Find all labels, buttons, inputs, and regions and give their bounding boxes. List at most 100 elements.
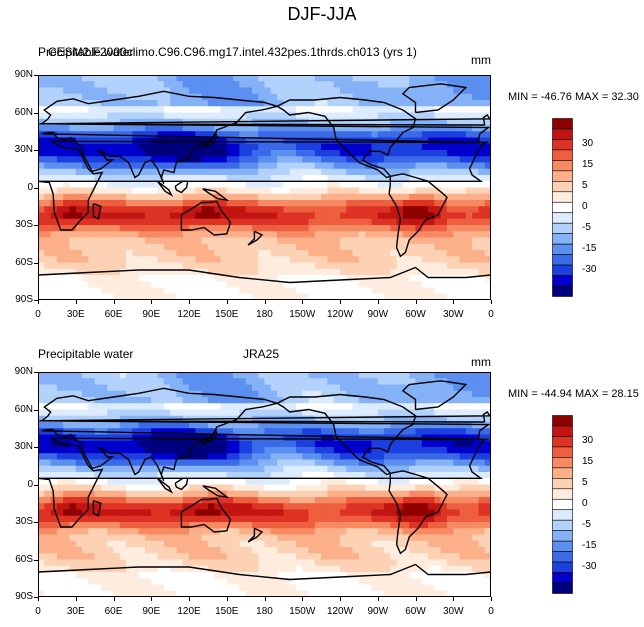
colorbar-swatch — [552, 243, 573, 255]
colorbar-swatch — [552, 425, 573, 437]
colorbar-swatch — [552, 572, 573, 584]
lat-tick-mark — [34, 522, 38, 523]
coastline — [401, 380, 468, 411]
lon-tick-label: 180 — [256, 606, 273, 617]
coastline — [39, 387, 491, 482]
colorbar-swatch — [552, 254, 573, 266]
lat-tick-label: 30S — [15, 219, 33, 230]
lat-tick-label: 30N — [14, 144, 33, 155]
lon-tick-mark — [415, 597, 417, 601]
coastline — [247, 230, 264, 246]
panel-left-text: Precipitable water — [38, 45, 134, 59]
colorbar — [552, 415, 573, 594]
colorbar — [552, 118, 573, 297]
lat-tick-mark — [34, 225, 38, 226]
colorbar-label: 30 — [582, 435, 594, 447]
lon-tick-label: 90E — [142, 606, 161, 617]
lon-tick-mark — [189, 597, 190, 601]
coastline — [156, 477, 174, 494]
colorbar-swatch — [552, 467, 573, 479]
colorbar-label: 0 — [582, 201, 588, 212]
colorbar-swatch — [552, 275, 573, 287]
lat-tick-label: 90S — [15, 591, 33, 602]
lat-tick-mark — [34, 112, 38, 114]
lat-tick-mark — [34, 75, 38, 76]
lon-tick-label: 60W — [405, 309, 426, 320]
colorbar-swatch — [552, 519, 573, 531]
coastline — [156, 180, 174, 197]
colorbar-label: 15 — [582, 456, 594, 468]
lon-tick-mark — [415, 300, 417, 304]
lon-tick-label: 0 — [488, 606, 494, 617]
lon-tick-mark — [264, 597, 266, 601]
lat-tick-label: 60S — [15, 553, 33, 565]
colorbar-swatch — [552, 139, 573, 151]
coastline — [38, 140, 487, 231]
lon-tick-mark — [302, 300, 304, 304]
lat-tick-mark — [34, 484, 38, 486]
lat-tick-label: 0 — [27, 181, 33, 193]
lon-tick-label: 30E — [66, 606, 85, 617]
lon-tick-label: 60E — [104, 309, 123, 320]
colorbar-label: -15 — [582, 242, 597, 254]
panel-center-text: JRA25 — [243, 347, 280, 361]
colorbar-swatch — [552, 498, 573, 511]
lat-tick-mark — [34, 372, 38, 373]
lat-tick-label: 30S — [15, 516, 33, 527]
colorbar-swatch — [552, 509, 573, 521]
lon-tick-label: 120E — [177, 606, 201, 617]
lat-tick-mark — [34, 300, 38, 301]
lat-tick-mark — [34, 262, 38, 264]
coastline — [38, 266, 491, 284]
colorbar-swatch — [552, 233, 573, 245]
precipitable-water-map — [38, 75, 491, 300]
colorbar-swatch — [552, 149, 573, 161]
lon-tick-mark — [226, 300, 228, 304]
lon-tick-label: 180 — [256, 309, 273, 320]
lon-tick-label: 30W — [442, 309, 464, 320]
lon-tick-mark — [38, 300, 39, 304]
lon-tick-mark — [302, 597, 304, 601]
colorbar-label: -30 — [582, 263, 597, 275]
coastline — [201, 427, 218, 446]
coastline — [401, 83, 468, 114]
colorbar-swatch — [552, 201, 573, 214]
colorbar-swatch — [552, 446, 573, 458]
colorbar-swatch — [552, 118, 573, 130]
lon-tick-label: 120E — [177, 309, 201, 320]
colorbar-swatch — [552, 285, 573, 297]
colorbar-label: 15 — [582, 159, 594, 171]
colorbar-label: -5 — [582, 518, 591, 530]
lon-tick-mark — [377, 300, 379, 304]
lon-tick-label: 30E — [66, 309, 85, 320]
lon-tick-mark — [113, 597, 115, 601]
lon-tick-mark — [38, 597, 39, 601]
lon-tick-label: 150W — [289, 309, 316, 320]
lon-tick-mark — [151, 597, 153, 601]
panel-min-max: MIN = -44.94 MAX = 28.15 — [508, 388, 639, 400]
coastline — [202, 485, 230, 499]
lon-tick-mark — [75, 300, 77, 304]
precipitable-water-map — [38, 372, 491, 597]
colorbar-label: 0 — [582, 498, 588, 509]
panel-center-text: CESM2.F2000climo.C96.C96.mg17.intel.432p… — [48, 45, 417, 59]
lat-tick-label: 90N — [14, 366, 33, 377]
lat-tick-label: 60S — [15, 256, 33, 268]
coastline — [39, 411, 491, 423]
panel-units: mm — [471, 355, 491, 369]
coastline — [38, 437, 487, 528]
lon-tick-mark — [453, 300, 455, 304]
colorbar-swatch — [552, 561, 573, 573]
coastline — [92, 500, 102, 517]
lon-tick-label: 0 — [35, 309, 41, 320]
lon-tick-mark — [491, 300, 492, 304]
colorbar-swatch — [552, 457, 573, 469]
colorbar-label: 5 — [582, 477, 588, 489]
colorbar-swatch — [552, 488, 573, 500]
coastline — [202, 188, 230, 202]
colorbar-swatch — [552, 582, 573, 594]
colorbar-label: -30 — [582, 560, 597, 572]
lat-tick-mark — [34, 187, 38, 189]
map-frame — [38, 372, 491, 597]
colorbar-label: 5 — [582, 180, 588, 192]
